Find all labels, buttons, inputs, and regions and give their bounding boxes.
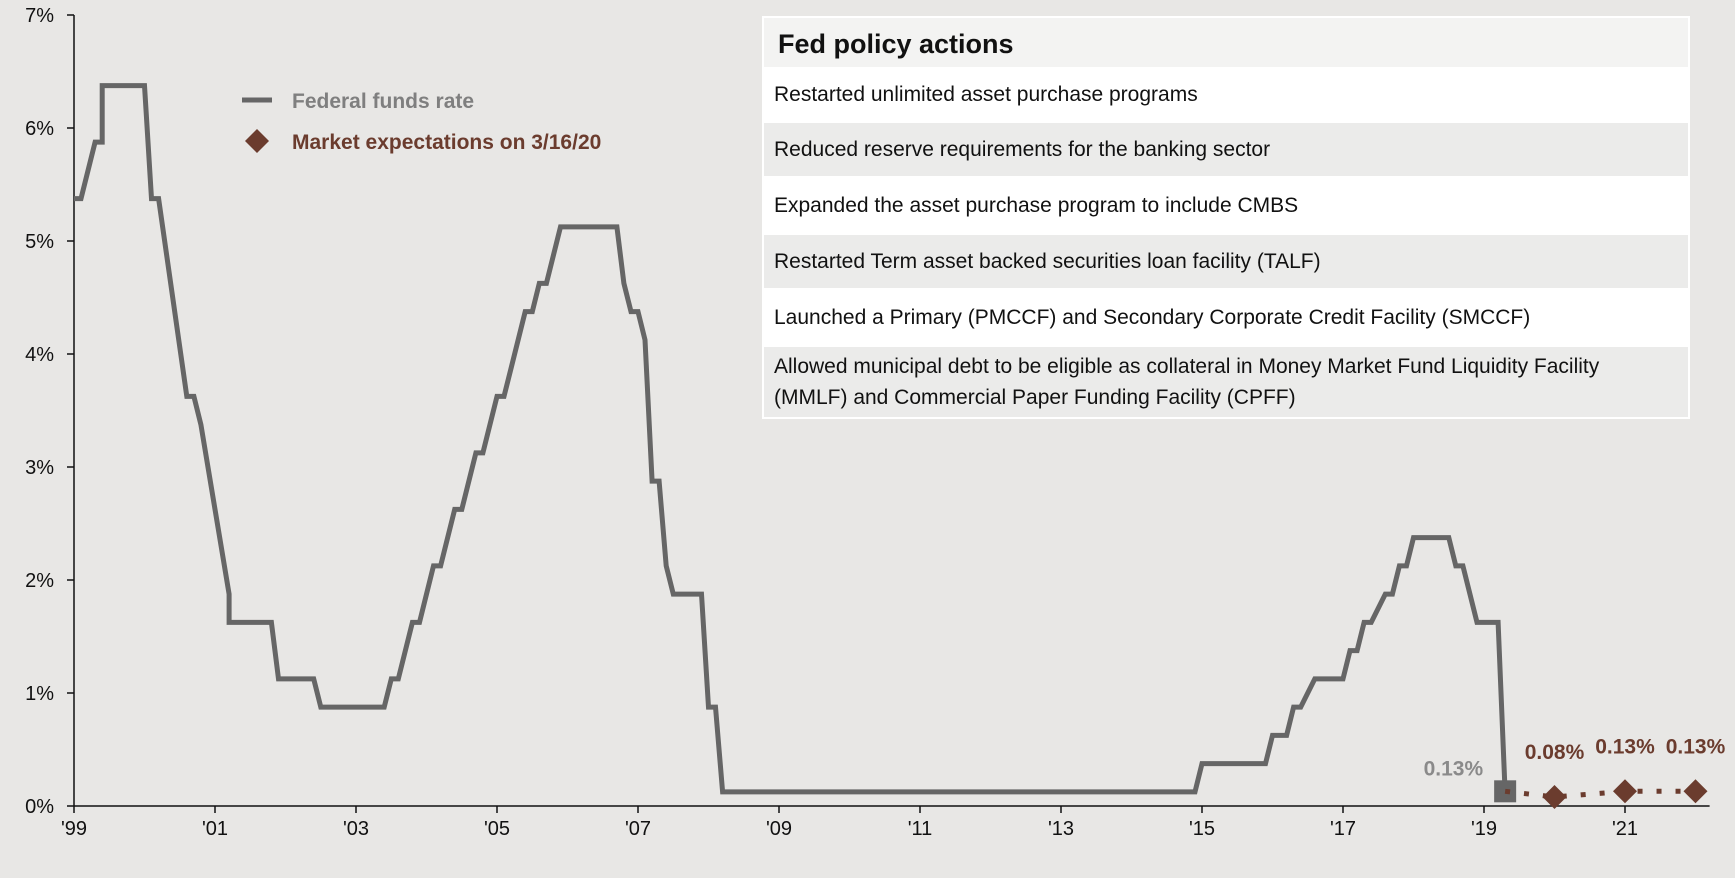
x-tick-label: '21 xyxy=(1612,818,1638,840)
y-tick-label: 7% xyxy=(25,5,54,27)
x-tick-label: '99 xyxy=(61,818,87,840)
expectation-label: 0.13% xyxy=(1666,735,1726,758)
y-tick-label: 4% xyxy=(25,344,54,366)
x-tick-label: '17 xyxy=(1330,818,1356,840)
y-tick-label: 6% xyxy=(25,118,54,140)
fed-policy-actions-box: Fed policy actions Restarted unlimited a… xyxy=(762,16,1690,419)
expectation-marker xyxy=(1542,784,1567,809)
chart-legend: Federal funds rate Market expectations on… xyxy=(242,90,601,154)
x-tick-label: '15 xyxy=(1189,818,1215,840)
expectation-label: 0.08% xyxy=(1525,741,1585,764)
federal-funds-rate-line xyxy=(74,83,1508,795)
chart-axes: 0% 1% 2% 3% 4% 5% 6% 7% '99 '01 '03 '05 '07 '09 '11 '13… xyxy=(25,5,1710,840)
y-tick-label: 1% xyxy=(25,683,54,705)
federal-funds-rate-series: 0.13% xyxy=(74,83,1517,803)
x-tick-label: '09 xyxy=(766,818,792,840)
policy-item: Expanded the asset purchase program to i… xyxy=(764,179,1688,235)
y-tick-label: 5% xyxy=(25,231,54,253)
x-tick-label: '13 xyxy=(1048,818,1074,840)
legend-label-market-expectations: Market expectations on 3/16/20 xyxy=(292,131,601,154)
expectation-label: 0.13% xyxy=(1595,735,1655,758)
y-tick-label: 2% xyxy=(25,570,54,592)
legend-diamond-swatch xyxy=(245,129,269,153)
policy-item: Launched a Primary (PMCCF) and Secondary… xyxy=(764,291,1688,347)
x-tick-label: '05 xyxy=(484,818,510,840)
market-expectations-line xyxy=(1504,788,1696,800)
x-tick-label: '07 xyxy=(625,818,651,840)
y-tick-label: 3% xyxy=(25,457,54,479)
x-tick-label: '01 xyxy=(202,818,228,840)
policy-box-title: Fed policy actions xyxy=(764,18,1688,70)
y-tick-label: 0% xyxy=(25,796,54,818)
policy-item: Reduced reserve requirements for the ban… xyxy=(764,123,1688,179)
policy-item: Restarted unlimited asset purchase progr… xyxy=(764,70,1688,123)
expectation-marker xyxy=(1683,779,1708,804)
policy-item: Restarted Term asset backed securities l… xyxy=(764,235,1688,291)
policy-item: Allowed municipal debt to be eligible as… xyxy=(764,347,1688,417)
expectation-marker xyxy=(1613,779,1637,804)
x-tick-label: '03 xyxy=(343,818,369,840)
x-tick-label: '19 xyxy=(1471,818,1497,840)
legend-label-federal-funds-rate: Federal funds rate xyxy=(292,90,474,113)
market-expectations-series: 0.08% 0.13% 0.13% xyxy=(1504,735,1726,809)
x-tick-label: '11 xyxy=(908,818,933,840)
endpoint-label: 0.13% xyxy=(1424,757,1484,780)
